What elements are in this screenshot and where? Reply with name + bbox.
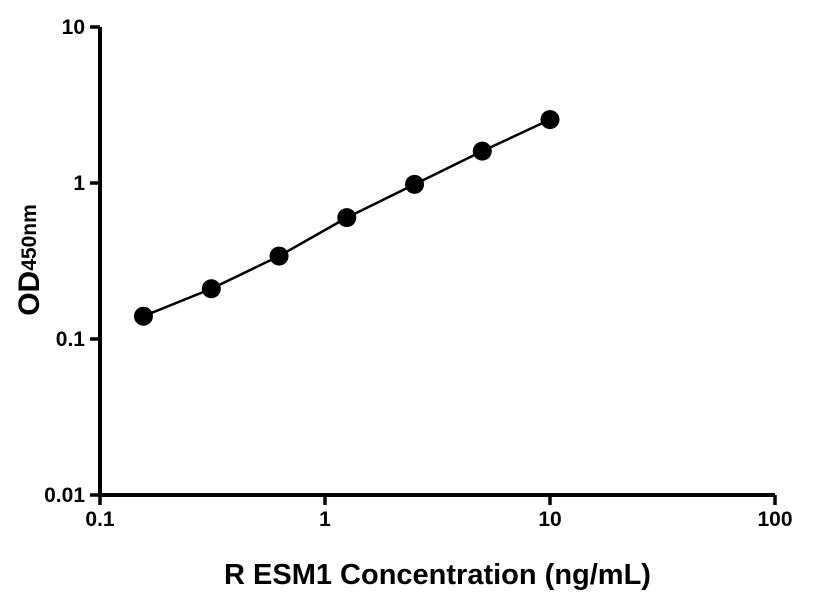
x-tick-label: 0.1 bbox=[85, 508, 115, 531]
x-axis-title: R ESM1 Concentration (ng/mL) bbox=[224, 559, 651, 591]
y-tick-label: 10 bbox=[62, 16, 85, 39]
data-point-marker bbox=[540, 110, 560, 130]
data-series bbox=[133, 110, 560, 326]
data-point-marker bbox=[133, 306, 153, 326]
y-tick-label: 0.1 bbox=[56, 328, 86, 351]
data-point-marker bbox=[337, 208, 357, 228]
y-axis-title-main: OD bbox=[13, 270, 46, 316]
x-tick-label: 1 bbox=[319, 508, 331, 531]
data-point-marker bbox=[472, 141, 492, 161]
axis-spines bbox=[98, 27, 775, 497]
tick-marks bbox=[90, 25, 777, 505]
axes bbox=[98, 27, 775, 497]
y-axis-title-sub: 450nm bbox=[18, 204, 41, 271]
data-point-marker bbox=[269, 246, 289, 266]
y-axis-title: OD 450nm bbox=[8, 150, 52, 370]
y-tick-label: 1 bbox=[73, 172, 85, 195]
x-tick-label: 100 bbox=[757, 508, 792, 531]
x-tick-label: 10 bbox=[538, 508, 561, 531]
data-point-marker bbox=[405, 174, 425, 194]
y-tick-label: 0.01 bbox=[44, 484, 85, 507]
data-point-marker bbox=[201, 279, 221, 299]
